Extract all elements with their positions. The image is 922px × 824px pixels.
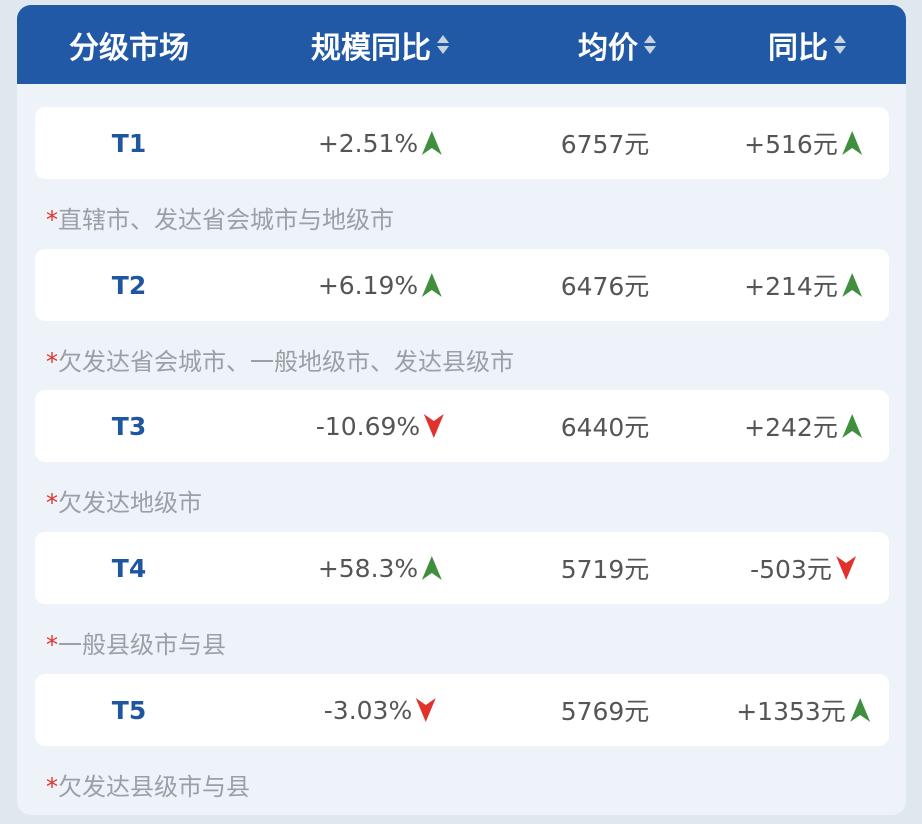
tier-note: *欠发达省会城市、一般地级市、发达县级市	[46, 342, 514, 377]
price-yoy-value: +516元	[744, 130, 838, 159]
table-row[interactable]: T5 -3.03% 5769元 +1353元	[35, 674, 889, 746]
arrow-down-icon	[416, 698, 437, 722]
price-yoy-cell: +516元	[744, 107, 862, 179]
note-text: 直辖市、发达省会城市与地级市	[58, 206, 394, 234]
avg-price-cell: 5719元	[560, 555, 650, 584]
scale-yoy-value: +2.51%	[317, 128, 419, 158]
arrow-up-icon	[422, 273, 443, 297]
tier-cell: T1	[111, 128, 147, 158]
scale-yoy-cell: -3.03%	[323, 674, 437, 746]
table-header: 分级市场 规模同比 均价 同比	[17, 5, 906, 84]
arrow-down-icon	[835, 556, 856, 580]
price-yoy-value: +214元	[744, 272, 838, 301]
tier-cell: T2	[111, 270, 147, 300]
scale-yoy-value: +58.3%	[317, 553, 419, 583]
asterisk: *	[46, 773, 58, 801]
avg-price-cell: 5769元	[560, 697, 650, 726]
arrow-up-icon	[841, 131, 862, 155]
scale-yoy-value: -10.69%	[315, 411, 421, 441]
tier-note: *欠发达县级市与县	[46, 767, 250, 802]
avg-price-cell: 6757元	[560, 130, 650, 159]
column-label: 同比	[768, 30, 828, 66]
table-row[interactable]: T4 +58.3% 5719元 -503元	[35, 532, 889, 604]
scale-yoy-value: -3.03%	[323, 695, 413, 725]
table-row[interactable]: T3 -10.69% 6440元 +242元	[35, 390, 889, 462]
table-row[interactable]: T1 +2.51% 6757元 +516元	[35, 107, 889, 179]
avg-price-cell: 6476元	[560, 272, 650, 301]
sort-icon[interactable]	[437, 35, 449, 54]
column-header-tier: 分级市场	[69, 5, 189, 84]
price-yoy-cell: -503元	[750, 532, 856, 604]
scale-yoy-cell: +6.19%	[317, 249, 443, 321]
note-text: 欠发达地级市	[58, 489, 202, 517]
arrow-down-icon	[424, 414, 445, 438]
sort-icon[interactable]	[834, 35, 846, 54]
price-yoy-cell: +214元	[744, 249, 862, 321]
note-text: 一般县级市与县	[58, 631, 226, 659]
column-label: 规模同比	[311, 30, 431, 66]
tier-cell: T3	[111, 411, 147, 441]
asterisk: *	[46, 348, 58, 376]
column-header-avg-price[interactable]: 均价	[578, 5, 656, 84]
column-label: 均价	[578, 30, 638, 66]
arrow-up-icon	[422, 556, 443, 580]
tier-cell: T4	[111, 553, 147, 583]
asterisk: *	[46, 206, 58, 234]
sort-icon[interactable]	[644, 35, 656, 54]
arrow-up-icon	[849, 698, 870, 722]
price-yoy-value: +1353元	[736, 697, 846, 726]
arrow-up-icon	[422, 131, 443, 155]
avg-price-cell: 6440元	[560, 413, 650, 442]
scale-yoy-value: +6.19%	[317, 270, 419, 300]
arrow-up-icon	[841, 414, 862, 438]
price-yoy-value: +242元	[744, 413, 838, 442]
scale-yoy-cell: +2.51%	[317, 107, 443, 179]
column-header-price-yoy[interactable]: 同比	[768, 5, 846, 84]
price-yoy-cell: +242元	[744, 390, 862, 462]
asterisk: *	[46, 631, 58, 659]
column-header-scale-yoy[interactable]: 规模同比	[311, 5, 449, 84]
column-label: 分级市场	[69, 30, 189, 66]
scale-yoy-cell: +58.3%	[317, 532, 443, 604]
tier-note: *欠发达地级市	[46, 483, 202, 518]
tier-note: *直辖市、发达省会城市与地级市	[46, 200, 394, 235]
arrow-up-icon	[841, 273, 862, 297]
price-yoy-value: -503元	[750, 555, 832, 584]
tier-cell: T5	[111, 695, 147, 725]
table-row[interactable]: T2 +6.19% 6476元 +214元	[35, 249, 889, 321]
tier-note: *一般县级市与县	[46, 625, 226, 660]
note-text: 欠发达省会城市、一般地级市、发达县级市	[58, 348, 514, 376]
price-yoy-cell: +1353元	[736, 674, 870, 746]
tier-market-table: 分级市场 规模同比 均价 同比 T1 +2.51% 6757元 +516元 *直…	[17, 5, 906, 815]
scale-yoy-cell: -10.69%	[315, 390, 445, 462]
note-text: 欠发达县级市与县	[58, 773, 250, 801]
asterisk: *	[46, 489, 58, 517]
